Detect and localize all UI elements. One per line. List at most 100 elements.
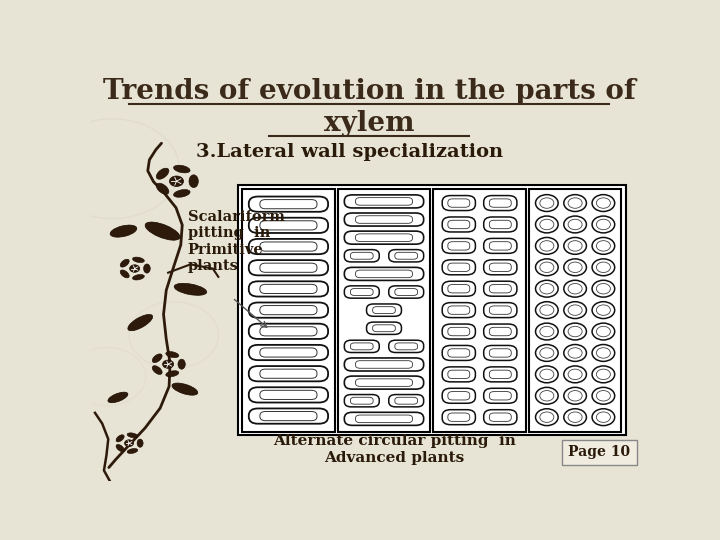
- FancyBboxPatch shape: [260, 369, 317, 379]
- FancyBboxPatch shape: [442, 281, 475, 296]
- Ellipse shape: [172, 383, 198, 395]
- FancyBboxPatch shape: [484, 217, 517, 232]
- FancyBboxPatch shape: [490, 327, 511, 336]
- FancyBboxPatch shape: [356, 216, 413, 224]
- FancyBboxPatch shape: [344, 376, 423, 389]
- FancyBboxPatch shape: [344, 358, 423, 371]
- FancyBboxPatch shape: [442, 260, 475, 275]
- Circle shape: [592, 238, 615, 254]
- FancyBboxPatch shape: [351, 252, 373, 259]
- FancyBboxPatch shape: [249, 239, 328, 254]
- FancyBboxPatch shape: [484, 388, 517, 403]
- Bar: [433, 188, 526, 431]
- Circle shape: [568, 412, 582, 422]
- FancyBboxPatch shape: [344, 413, 423, 426]
- Text: Trends of evolution in the parts of: Trends of evolution in the parts of: [102, 78, 636, 105]
- FancyBboxPatch shape: [356, 198, 413, 205]
- Bar: [529, 188, 621, 431]
- FancyBboxPatch shape: [260, 242, 317, 251]
- Circle shape: [536, 238, 558, 254]
- FancyBboxPatch shape: [356, 234, 413, 241]
- FancyBboxPatch shape: [442, 410, 475, 424]
- FancyBboxPatch shape: [249, 408, 328, 424]
- Circle shape: [596, 219, 611, 230]
- Circle shape: [130, 265, 140, 272]
- FancyBboxPatch shape: [260, 327, 317, 336]
- FancyBboxPatch shape: [484, 324, 517, 339]
- Circle shape: [564, 302, 586, 319]
- Ellipse shape: [152, 366, 162, 374]
- FancyBboxPatch shape: [562, 440, 637, 465]
- Text: xylem: xylem: [324, 110, 414, 137]
- Circle shape: [125, 440, 134, 447]
- FancyBboxPatch shape: [484, 410, 517, 424]
- Bar: [243, 188, 335, 431]
- FancyBboxPatch shape: [448, 413, 469, 421]
- Circle shape: [540, 198, 554, 208]
- FancyBboxPatch shape: [448, 370, 469, 379]
- Ellipse shape: [132, 274, 145, 280]
- FancyBboxPatch shape: [442, 346, 475, 360]
- FancyBboxPatch shape: [260, 306, 317, 315]
- Circle shape: [592, 280, 615, 297]
- FancyBboxPatch shape: [260, 221, 317, 230]
- FancyBboxPatch shape: [373, 325, 395, 332]
- Circle shape: [592, 194, 615, 212]
- FancyBboxPatch shape: [442, 302, 475, 318]
- Circle shape: [163, 360, 174, 368]
- FancyBboxPatch shape: [442, 217, 475, 232]
- FancyBboxPatch shape: [490, 285, 511, 293]
- Circle shape: [536, 409, 558, 426]
- FancyBboxPatch shape: [490, 392, 511, 400]
- Ellipse shape: [127, 449, 138, 454]
- FancyBboxPatch shape: [395, 343, 418, 350]
- Ellipse shape: [127, 433, 138, 438]
- Circle shape: [596, 369, 611, 380]
- Circle shape: [540, 348, 554, 358]
- FancyBboxPatch shape: [344, 249, 379, 262]
- FancyBboxPatch shape: [356, 415, 413, 423]
- FancyBboxPatch shape: [366, 304, 402, 316]
- FancyBboxPatch shape: [249, 323, 328, 339]
- FancyBboxPatch shape: [490, 370, 511, 379]
- Circle shape: [536, 345, 558, 361]
- Circle shape: [592, 323, 615, 340]
- Ellipse shape: [189, 175, 199, 187]
- Circle shape: [540, 369, 554, 380]
- Ellipse shape: [174, 165, 190, 173]
- FancyBboxPatch shape: [448, 285, 469, 293]
- FancyBboxPatch shape: [448, 220, 469, 228]
- Circle shape: [169, 176, 184, 186]
- FancyBboxPatch shape: [490, 263, 511, 272]
- FancyBboxPatch shape: [260, 411, 317, 421]
- Circle shape: [596, 326, 611, 337]
- Circle shape: [564, 345, 586, 361]
- FancyBboxPatch shape: [448, 306, 469, 314]
- Ellipse shape: [110, 225, 137, 237]
- FancyBboxPatch shape: [356, 361, 413, 368]
- FancyBboxPatch shape: [448, 349, 469, 357]
- Circle shape: [536, 366, 558, 383]
- Circle shape: [596, 305, 611, 315]
- FancyBboxPatch shape: [448, 392, 469, 400]
- Ellipse shape: [143, 264, 150, 273]
- FancyBboxPatch shape: [448, 242, 469, 250]
- Circle shape: [540, 305, 554, 315]
- FancyBboxPatch shape: [448, 199, 469, 207]
- Circle shape: [568, 305, 582, 315]
- FancyBboxPatch shape: [490, 199, 511, 207]
- Circle shape: [536, 387, 558, 404]
- FancyBboxPatch shape: [395, 288, 418, 295]
- Ellipse shape: [178, 359, 185, 369]
- Circle shape: [540, 284, 554, 294]
- FancyBboxPatch shape: [484, 346, 517, 360]
- Circle shape: [564, 216, 586, 233]
- FancyBboxPatch shape: [442, 195, 475, 211]
- Circle shape: [596, 198, 611, 208]
- FancyBboxPatch shape: [356, 379, 413, 387]
- Circle shape: [592, 387, 615, 404]
- Circle shape: [564, 194, 586, 212]
- FancyBboxPatch shape: [389, 249, 423, 262]
- Circle shape: [564, 409, 586, 426]
- Circle shape: [540, 412, 554, 422]
